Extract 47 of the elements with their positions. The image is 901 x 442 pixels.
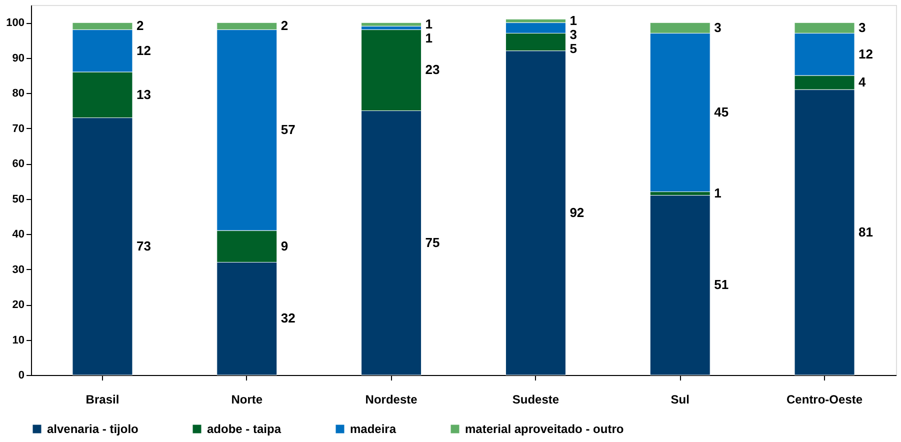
legend-label: adobe - taipa [207,422,282,436]
y-tick-label: 0 [18,370,24,382]
data-label: 1 [570,12,577,28]
x-tick-label: Centro-Oeste [786,392,863,406]
data-label: 3 [714,20,722,35]
y-tick-label: 100 [6,17,24,30]
data-label: 1 [714,186,722,201]
data-label: 45 [714,104,729,120]
x-tick-label: Sul [670,392,690,406]
legend-label: alvenaria - tijolo [47,422,138,436]
data-label: 75 [425,234,440,250]
data-label: 1 [425,30,433,46]
x-tick-label: Nordeste [365,392,418,406]
bar [650,195,710,376]
legend-label: material aproveitado - outro [465,422,624,436]
x-tick-label: Sudeste [512,392,560,406]
y-tick-label: 20 [12,299,24,312]
y-tick-label: 60 [12,158,24,170]
data-label: 57 [280,122,296,138]
data-label: 4 [858,74,867,90]
y-tick-label: 50 [12,193,24,206]
legend-label: madeira [350,422,396,436]
y-tick-label: 70 [12,122,24,135]
data-label: 51 [714,277,729,292]
data-label: 81 [858,224,873,240]
y-tick-label: 10 [12,334,24,346]
data-label: 12 [858,46,873,62]
y-tick-label: 40 [12,228,24,241]
y-tick-label: 90 [12,52,24,64]
data-label: 73 [136,238,151,254]
y-tick-label: 30 [12,264,24,276]
data-label: 12 [136,42,151,58]
data-label: 2 [136,18,144,34]
data-label: 1 [425,16,433,32]
data-label: 2 [280,18,288,34]
x-tick-label: Brasil [86,392,120,406]
data-label: 32 [280,310,296,326]
y-tick-label: 80 [12,88,24,100]
x-tick-label: Norte [231,392,263,406]
data-label: 3 [570,26,577,42]
data-label: 9 [280,238,288,254]
data-label: 13 [136,86,151,102]
bar [361,22,422,26]
data-label: 23 [425,62,440,78]
data-label: 5 [570,41,577,56]
data-label: 3 [858,20,866,35]
data-label: 92 [570,204,584,220]
